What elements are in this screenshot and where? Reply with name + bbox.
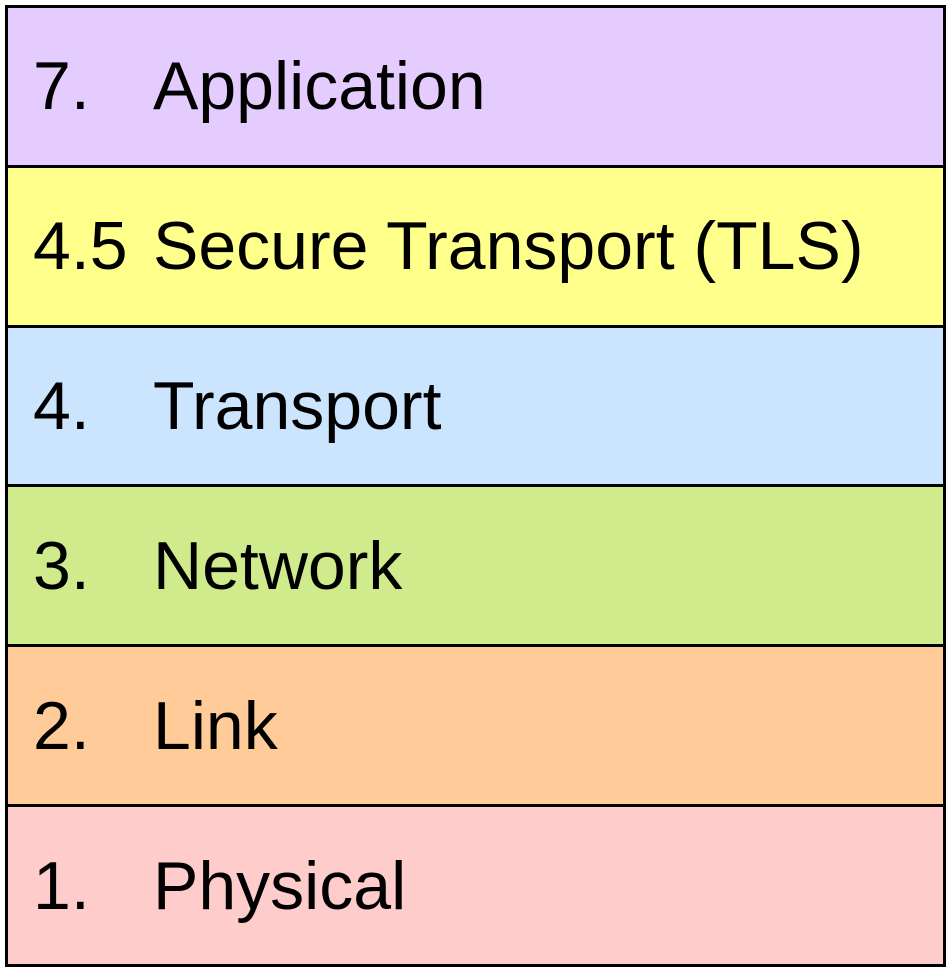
layer-link: 2. Link: [8, 647, 943, 805]
layer-secure-transport: 4.5 Secure Transport (TLS): [8, 167, 943, 325]
layer-network: 3. Network: [8, 487, 943, 645]
layer-number: 2.: [33, 687, 90, 764]
layer-name: Network: [153, 527, 403, 604]
layer-name: Physical: [153, 847, 407, 924]
layer-number: 1.: [33, 847, 90, 924]
layer-name: Transport: [153, 368, 442, 445]
layer-number: 7.: [33, 48, 90, 125]
layer-physical: 1. Physical: [8, 807, 943, 964]
layer-name: Link: [153, 687, 278, 764]
protocol-stack: 7. Application 4.5 Secure Transport (TLS…: [5, 5, 946, 967]
layer-number: 4.5: [33, 208, 128, 285]
layer-name: Application: [153, 48, 486, 125]
layer-number: 3.: [33, 527, 90, 604]
layer-number: 4.: [33, 368, 90, 445]
layer-name: Secure Transport (TLS): [153, 208, 864, 285]
layer-application: 7. Application: [8, 8, 943, 165]
layer-transport: 4. Transport: [8, 327, 943, 485]
